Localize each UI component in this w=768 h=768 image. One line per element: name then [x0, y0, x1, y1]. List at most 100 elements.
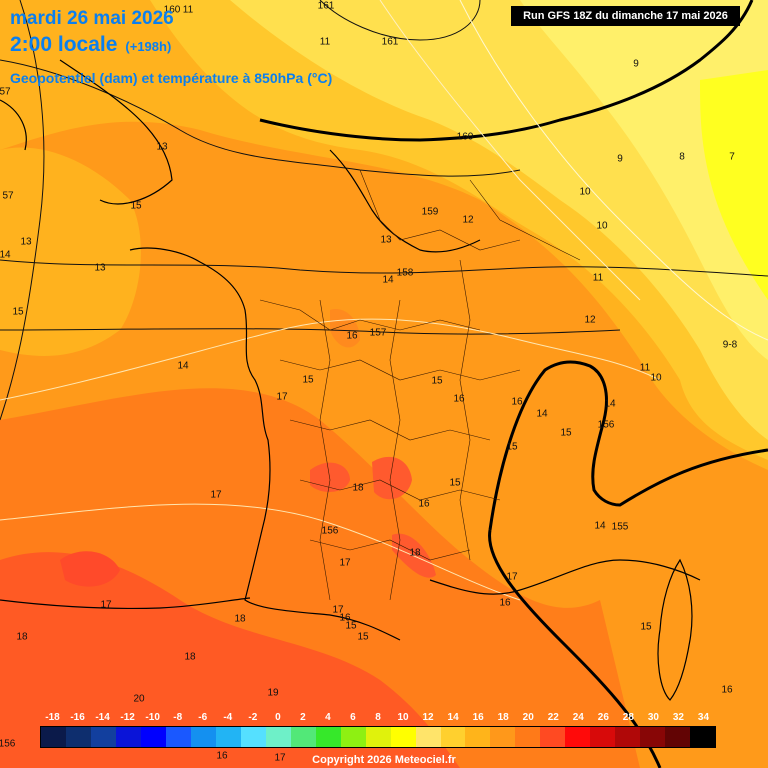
legend-tick-label: 32: [672, 712, 684, 723]
legend-color-swatch: [165, 727, 191, 747]
map-value-label: 16: [339, 612, 351, 624]
map-value-label: 17: [276, 391, 288, 403]
isotherm-2: [0, 503, 521, 601]
map-value-label: 10: [596, 220, 608, 232]
map-value-label: 156: [321, 525, 339, 537]
map-value-label: 9: [617, 153, 623, 165]
map-value-label: 9-8: [722, 339, 738, 351]
legend-color-swatch: [615, 727, 641, 747]
map-value-label: 160: [163, 4, 181, 16]
legend-color-swatch: [190, 727, 216, 747]
field-atlantic: [0, 147, 141, 356]
map-value-label: 14: [382, 274, 394, 286]
isoheight-thin-1: [0, 59, 521, 177]
copyright-notice: Copyright 2026 Meteociel.fr: [312, 754, 456, 766]
map-value-label: 20: [133, 693, 145, 705]
map-value-label: 12: [462, 214, 474, 226]
map-value-label: 15: [130, 200, 142, 212]
isoheight-thin-4: [0, 0, 45, 421]
legend-swatches: [40, 726, 716, 748]
color-scale-legend: -18 -16 -14 -12 -10 -8 -6 -4 -2 0 2 4 6 8 10 12 14 16 18 20…: [40, 712, 716, 748]
map-value-label: 7: [729, 151, 735, 163]
legend-tick-label: 34: [697, 712, 710, 723]
field-18-massif-2: [372, 456, 412, 500]
legend-tick-label: 30: [647, 712, 659, 723]
map-value-label: 158: [396, 267, 414, 279]
map-value-label: 57: [2, 190, 14, 202]
map-value-label: 11: [182, 4, 194, 16]
map-value-label: 160: [456, 131, 474, 143]
map-value-label: 156: [0, 738, 16, 750]
map-value-label: 161: [317, 0, 335, 12]
isoheight-thin-3: [0, 328, 621, 335]
map-value-label: 16: [499, 597, 511, 609]
map-value-label: 15: [506, 441, 518, 453]
legend-tick-label: -16: [70, 712, 85, 723]
map-value-label: 15: [302, 374, 314, 386]
time-title: 2:00 locale (+198h): [10, 33, 171, 57]
legend-tick-label: 20: [522, 712, 534, 723]
map-value-label: 17: [506, 571, 518, 583]
map-value-label: 17: [339, 557, 351, 569]
map-value-label: 17: [332, 604, 344, 616]
coastline-spain-north: [0, 597, 251, 610]
map-value-label: 16: [511, 396, 523, 408]
coastline-uk: [59, 59, 173, 205]
map-value-label: 13: [94, 262, 106, 274]
legend-color-swatch: [515, 727, 541, 747]
legend-tick-label: 4: [325, 712, 331, 723]
date-title: mardi 26 mai 2026: [10, 8, 174, 29]
map-value-label: 11: [319, 36, 331, 48]
map-value-label: 18: [352, 482, 364, 494]
run-info-badge: Run GFS 18Z du dimanche 17 mai 2026: [511, 6, 740, 26]
map-value-label: 10: [579, 186, 591, 198]
isoheight-thin-5: [319, 0, 481, 41]
map-value-label: 13: [380, 234, 392, 246]
map-value-label: 9: [633, 58, 639, 70]
map-value-label: 18: [184, 651, 196, 663]
map-value-label: 19: [267, 687, 279, 699]
isoheight-thin-2: [0, 259, 768, 277]
legend-color-swatch: [390, 727, 416, 747]
legend-color-swatch: [140, 727, 166, 747]
legend-tick-label: 16: [472, 712, 484, 723]
legend-color-swatch: [690, 727, 716, 747]
map-value-label: 14: [594, 520, 606, 532]
legend-tick-label: -12: [120, 712, 135, 723]
legend-color-swatch: [215, 727, 241, 747]
legend-color-swatch: [115, 727, 141, 747]
map-value-label: 14: [536, 408, 548, 420]
map-value-label: 14: [177, 360, 189, 372]
coastline-mediterranean: [429, 559, 701, 595]
legend-tick-label: -18: [45, 712, 60, 723]
map-value-label: 156: [597, 419, 615, 431]
legend-tick-label: 12: [422, 712, 434, 723]
isoheight-160: [259, 0, 754, 142]
field-subtitle: Geopotentiel (dam) et température à 850h…: [10, 70, 333, 86]
map-value-label: 157: [369, 327, 387, 339]
legend-color-swatch: [465, 727, 491, 747]
isotherm-3: [459, 0, 768, 341]
map-value-label: 15: [640, 621, 652, 633]
local-time: 2:00 locale: [10, 33, 118, 56]
legend-color-swatch: [290, 727, 316, 747]
map-value-label: 15: [345, 620, 357, 632]
map-value-label: 17: [100, 599, 112, 611]
legend-tick-label: 10: [397, 712, 409, 723]
legend-color-swatch: [640, 727, 666, 747]
legend-ticks: -18 -16 -14 -12 -10 -8 -6 -4 -2 0 2 4 6 8 10 12 14 16 18 20…: [40, 712, 716, 726]
legend-color-swatch: [315, 727, 341, 747]
coastline-corsica: [657, 558, 693, 701]
map-value-label: 18: [234, 613, 246, 625]
map-value-label: 15: [357, 631, 369, 643]
map-value-label: 13: [20, 236, 32, 248]
map-value-label: 11: [592, 272, 604, 284]
legend-tick-label: -2: [248, 712, 258, 723]
map-value-label: 12: [584, 314, 596, 326]
map-value-label: 155: [611, 521, 629, 533]
legend-color-swatch: [90, 727, 116, 747]
coastline-ireland: [0, 99, 27, 151]
legend-tick-label: -4: [223, 712, 233, 723]
map-value-label: 16: [346, 330, 358, 342]
field-18-massif-1: [310, 462, 350, 492]
